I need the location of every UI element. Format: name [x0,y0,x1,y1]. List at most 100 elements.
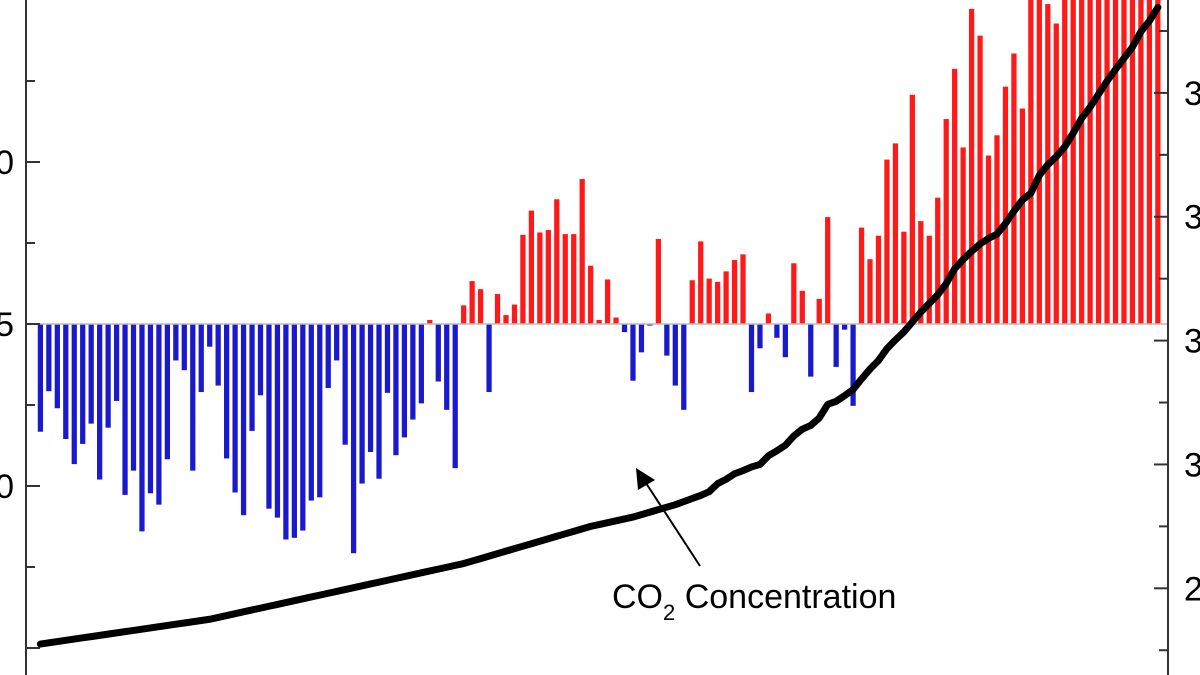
bar-1904 [240,324,247,516]
bar-1978 [867,259,873,324]
bar-1981 [892,143,899,324]
bar-1886 [88,324,94,424]
bar-1990 [968,8,975,324]
bar-2012 [1155,0,1161,324]
bar-1998 [1036,0,1042,324]
bar-1913 [317,324,323,498]
bar-1887 [97,324,103,480]
annotation-arrow-shaft [643,479,701,567]
co2-line [36,3,1162,648]
bar-1958 [698,241,704,324]
bar-1955 [672,324,678,386]
bar-1884 [71,324,77,465]
bar-1908 [274,324,281,518]
left-tick-label: 5 [0,306,14,344]
bar-1963 [740,254,746,324]
bar-1936 [511,304,518,324]
bar-1954 [664,324,670,356]
bar-1959 [706,278,712,324]
bar-2007 [1112,0,1119,324]
right-tick-label: 3 [1184,446,1200,484]
bar-1994 [1002,86,1009,324]
bar-1941 [554,199,560,324]
bar-1883 [63,324,69,440]
bar-2002 [1070,0,1076,324]
bar-1909 [283,324,289,540]
bar-1899 [198,324,204,393]
bar-1938 [528,210,535,324]
bar-1940 [545,230,551,324]
bar-1890 [122,324,128,495]
bar-1933 [486,324,492,393]
bar-1970 [799,290,805,324]
bar-1921 [384,324,391,393]
bar-1922 [393,324,399,456]
bar-1997 [1028,0,1034,325]
bar-1939 [537,232,543,324]
bar-1920 [376,324,382,479]
bar-1901 [215,324,221,386]
bar-1977 [858,227,865,324]
bar-1903 [232,324,238,493]
bar-1976 [850,324,856,406]
bar-1905 [249,324,255,431]
annotation-suffix: Concentration [675,578,896,616]
co2-annotation-label: CO2 Concentration [612,578,896,625]
bar-1923 [401,324,408,438]
bar-1926 [427,319,433,324]
bar-1912 [308,324,314,501]
bar-1953 [655,238,661,324]
bar-1895 [164,324,170,460]
bar-1949 [621,324,628,333]
bar-1897 [181,324,187,371]
bar-1911 [300,324,306,531]
bar-1967 [774,324,780,338]
bar-1892 [139,324,145,532]
bar-1986 [935,197,941,324]
bar-1966 [765,313,772,324]
bar-1988 [952,68,958,324]
bar-1950 [630,324,636,381]
left-tick-label: 0 [0,144,14,182]
left-tick-label: 0 [0,468,14,506]
bar-1915 [334,324,340,361]
annotation-arrow-head [636,468,655,490]
bar-1931 [469,281,475,324]
bar-1945 [588,265,594,324]
bar-1910 [291,324,297,538]
right-tick-label: 3 [1184,199,1200,237]
bar-1896 [173,324,179,361]
bar-1934 [494,294,501,324]
bar-1881 [46,324,52,392]
bar-1914 [325,324,331,388]
bar-1930 [461,305,467,324]
bar-2006 [1104,0,1110,324]
bar-1962 [731,260,738,324]
bar-1952 [647,324,653,326]
bar-1951 [638,324,645,353]
bar-1889 [113,324,120,401]
annotation-prefix: CO [612,578,663,616]
bar-1880 [37,324,44,432]
bar-1932 [477,289,484,324]
annotation-subscript: 2 [663,600,675,625]
bar-1942 [562,234,568,324]
bar-1946 [596,319,602,324]
bar-1894 [156,324,162,505]
bar-1965 [757,324,763,349]
bar-1928 [444,324,450,410]
right-tick-label: 3 [1184,75,1200,113]
bar-1989 [960,147,966,324]
bar-1917 [350,324,357,554]
bar-1979 [875,235,882,324]
bar-2005 [1095,0,1102,324]
bar-1924 [410,324,416,420]
bar-1968 [782,324,788,358]
bar-1991 [977,35,983,324]
bar-2010 [1138,0,1144,324]
bar-1995 [1011,53,1017,325]
bar-1982 [901,231,907,324]
bar-1919 [367,324,374,452]
bar-1882 [54,324,60,409]
